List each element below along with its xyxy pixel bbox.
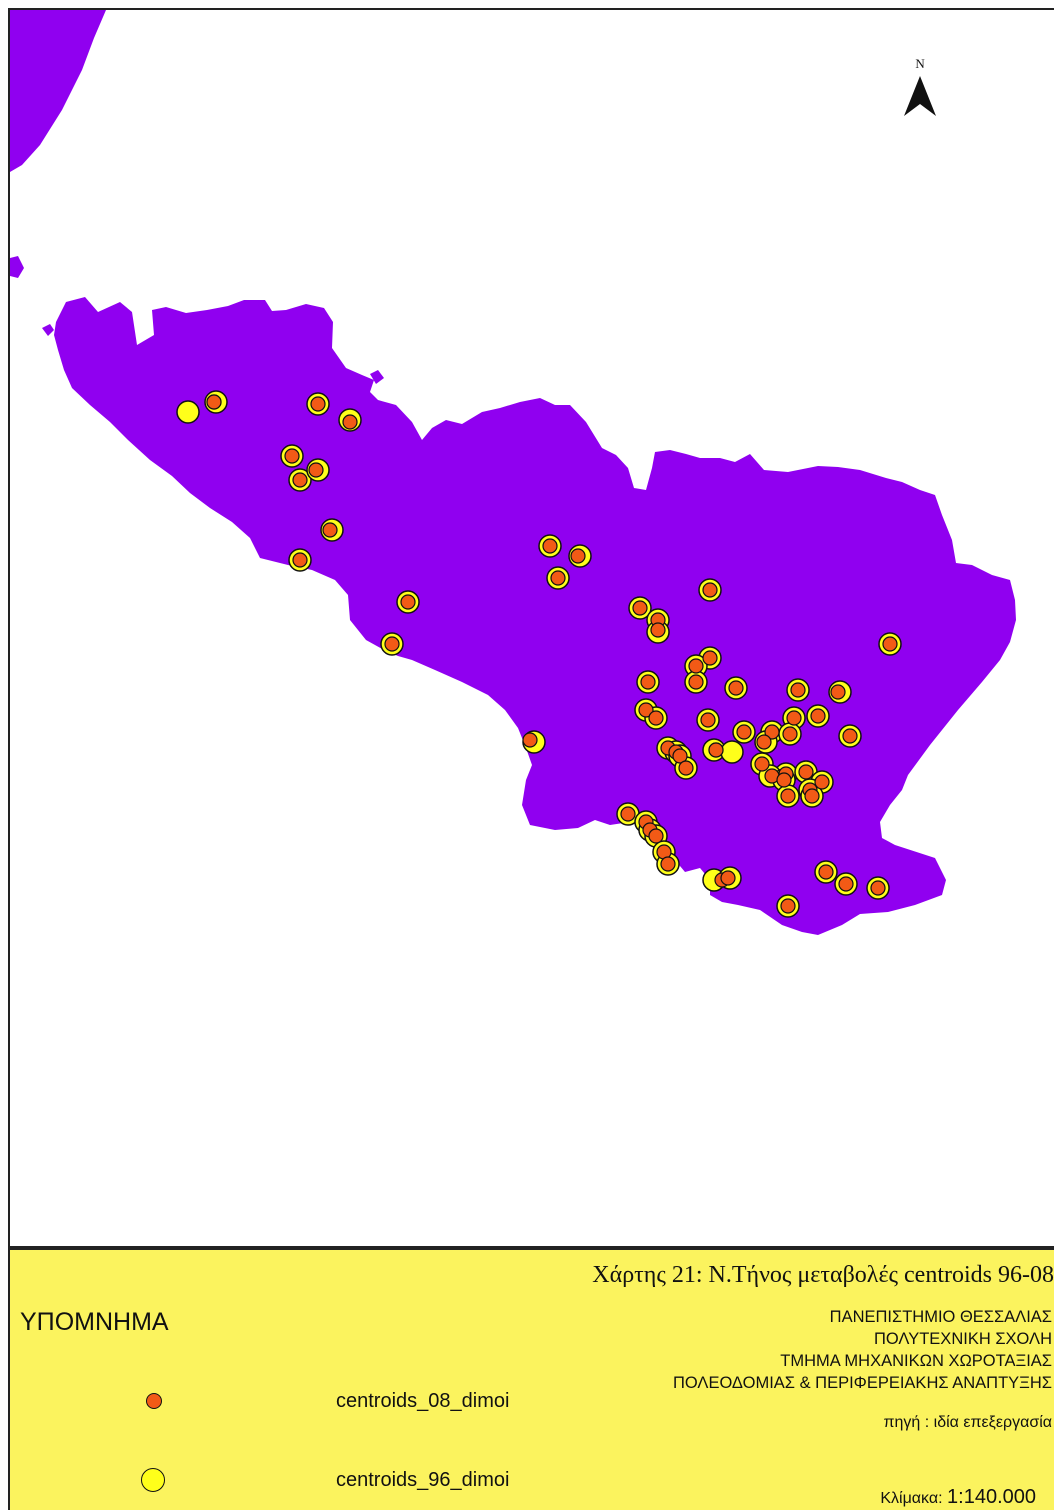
centroid-08-marker <box>720 870 736 886</box>
centroid-08-marker <box>702 650 718 666</box>
centroid-08-marker <box>790 682 806 698</box>
centroid-08-marker <box>384 636 400 652</box>
centroid-08-marker <box>522 732 538 748</box>
centroid-08-marker <box>814 774 830 790</box>
institution-line: ΠΟΛΥΤΕΧΝΙΚΗ ΣΧΟΛΗ <box>873 1330 1052 1348</box>
centroid-08-marker <box>308 462 324 478</box>
centroid-08-marker <box>206 394 222 410</box>
centroid-08-marker <box>660 856 676 872</box>
centroid-08-marker <box>640 674 656 690</box>
centroid-08-marker <box>754 756 770 772</box>
orange-dot-icon <box>146 1393 162 1409</box>
centroid-08-marker <box>550 570 566 586</box>
centroid-08-marker <box>284 448 300 464</box>
centroid-08-marker <box>678 760 694 776</box>
map-title: Χάρτης 21: Ν.Τήνος μεταβολές centroids 9… <box>592 1262 1054 1288</box>
legend-item-centroids-96: centroids_96_dimoi <box>336 1469 510 1491</box>
centroids-08-layer <box>206 394 898 914</box>
centroid-08-marker <box>400 594 416 610</box>
centroid-96-marker <box>176 400 200 424</box>
centroid-08-marker <box>292 472 308 488</box>
centroid-96-marker <box>720 740 744 764</box>
centroid-08-marker <box>620 806 636 822</box>
islet-shape <box>370 370 384 384</box>
centroid-08-marker <box>786 710 802 726</box>
centroid-08-marker <box>650 622 666 638</box>
centroid-08-marker <box>700 712 716 728</box>
island-shape <box>54 297 1016 935</box>
centroid-08-marker <box>342 414 358 430</box>
centroid-08-marker <box>542 538 558 554</box>
centroid-08-marker <box>648 710 664 726</box>
centroid-08-marker <box>570 548 586 564</box>
centroid-08-marker <box>708 742 724 758</box>
legend-heading: ΥΠΟΜΝΗΜΑ <box>20 1308 169 1336</box>
centroid-08-marker <box>638 702 654 718</box>
map-frame[interactable]: N <box>8 8 1054 1248</box>
institution-line: ΠΑΝΕΠΙΣΤΗΜΙΟ ΘΕΣΣΑΛΙΑΣ <box>829 1308 1052 1326</box>
centroid-08-marker <box>688 674 704 690</box>
centroid-08-marker <box>842 728 858 744</box>
centroid-08-marker <box>292 552 308 568</box>
centroid-08-marker <box>310 396 326 412</box>
centroid-08-marker <box>728 680 744 696</box>
centroid-08-marker <box>810 708 826 724</box>
source-note: πηγή : ιδία επεξεργασία <box>883 1414 1052 1431</box>
centroid-08-marker <box>776 772 792 788</box>
centroid-08-marker <box>702 582 718 598</box>
legend-panel: ΥΠΟΜΝΗΜΑ centroids_08_dimoi centroids_96… <box>8 1248 1054 1510</box>
centroid-08-marker <box>818 864 834 880</box>
institution-line: ΤΜΗΜΑ ΜΗΧΑΝΙΚΩΝ ΧΩΡΟΤΑΞΙΑΣ <box>780 1352 1052 1370</box>
centroid-08-marker <box>632 600 648 616</box>
centroid-08-marker <box>870 880 886 896</box>
centroid-08-marker <box>764 724 780 740</box>
centroid-08-marker <box>838 876 854 892</box>
scale-label: Κλίμακα: <box>880 1490 943 1507</box>
centroid-08-marker <box>736 724 752 740</box>
centroid-08-marker <box>648 828 664 844</box>
islet-shape <box>42 324 54 336</box>
centroid-08-marker <box>804 788 820 804</box>
centroid-08-marker <box>756 734 772 750</box>
centroid-08-marker <box>882 636 898 652</box>
scale-text: Κλίμακα: 1:140.000 <box>880 1486 1036 1509</box>
legend-item-centroids-08: centroids_08_dimoi <box>336 1390 510 1412</box>
centroid-08-marker <box>782 726 798 742</box>
north-label: N <box>915 56 925 71</box>
map-canvas[interactable]: N <box>10 10 1054 1248</box>
centroid-08-marker <box>780 788 796 804</box>
yellow-dot-icon <box>141 1468 165 1492</box>
centroid-08-marker <box>830 684 846 700</box>
institution-block: ΠΑΝΕΠΙΣΤΗΜΙΟ ΘΕΣΣΑΛΙΑΣ ΠΟΛΥΤΕΧΝΙΚΗ ΣΧΟΛΗ… <box>673 1306 1052 1394</box>
scale-value: 1:140.000 <box>947 1486 1036 1508</box>
centroid-08-marker <box>798 764 814 780</box>
institution-line: ΠΟΛΕΟΔΟΜΙΑΣ & ΠΕΡΙΦΕΡΕΙΑΚΗΣ ΑΝΑΠΤΥΞΗΣ <box>672 1374 1052 1392</box>
centroid-08-marker <box>780 898 796 914</box>
centroid-08-marker <box>322 522 338 538</box>
centroid-08-marker <box>688 658 704 674</box>
neighbor-island-shape <box>10 10 106 278</box>
centroid-08-marker <box>672 748 688 764</box>
north-arrow-icon: N <box>904 56 936 116</box>
